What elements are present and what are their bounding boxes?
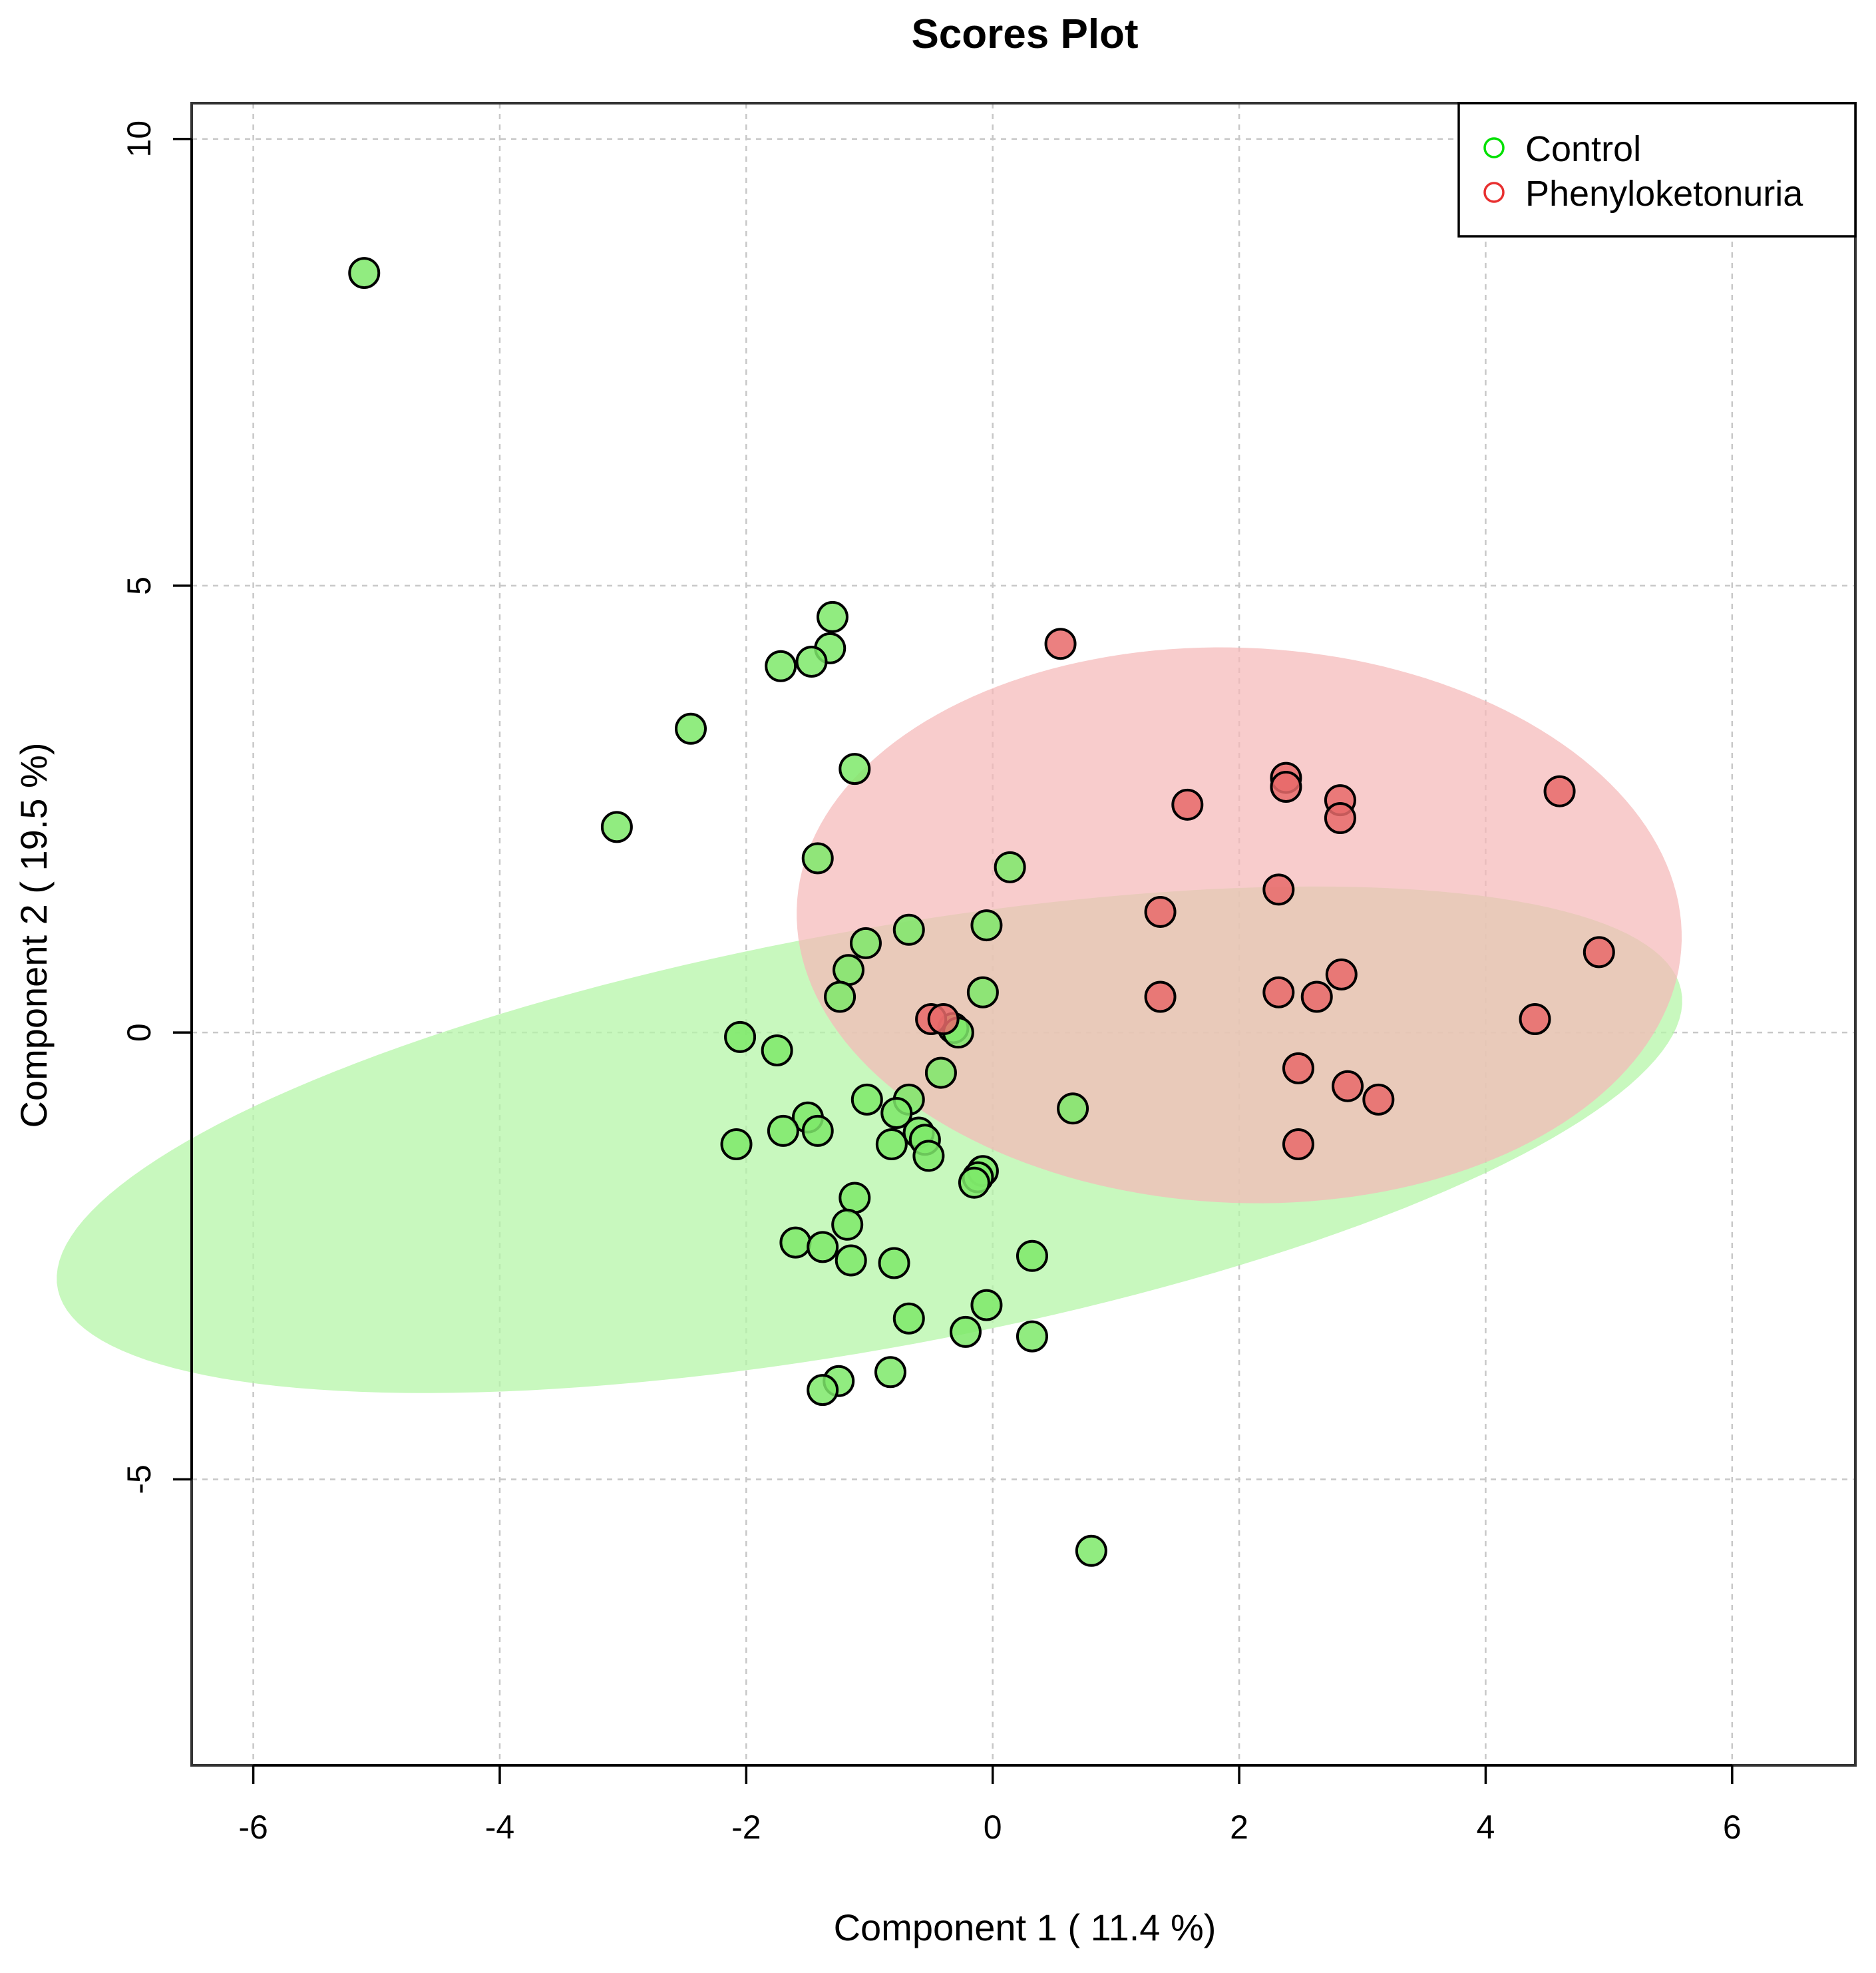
data-point-phenyloketonuria — [1144, 895, 1177, 928]
data-point-control — [892, 1302, 925, 1335]
x-tick-label: 4 — [1477, 1809, 1495, 1846]
ellipse-phenyloketonuria — [797, 647, 1682, 1204]
data-point-control — [724, 1020, 757, 1053]
data-point-phenyloketonuria — [927, 1003, 960, 1036]
data-point-phenyloketonuria — [1362, 1083, 1395, 1116]
y-tick-label: 10 — [120, 120, 158, 158]
data-point-control — [892, 913, 925, 946]
data-point-control — [875, 1128, 908, 1160]
data-point-control — [958, 1166, 990, 1199]
data-point-control — [767, 1114, 799, 1147]
y-tick-label: 5 — [120, 576, 158, 595]
x-tick-label: 2 — [1230, 1809, 1248, 1846]
data-point-control — [816, 600, 848, 633]
data-point-control — [1016, 1320, 1048, 1353]
data-point-phenyloketonuria — [1543, 775, 1576, 807]
data-point-control — [874, 1356, 906, 1389]
data-points — [348, 257, 1615, 1567]
x-tick-label: 6 — [1723, 1809, 1742, 1846]
data-point-phenyloketonuria — [1300, 981, 1333, 1013]
data-point-control — [835, 1244, 867, 1277]
data-point-phenyloketonuria — [1583, 936, 1615, 969]
data-point-control — [966, 976, 999, 1008]
data-point-phenyloketonuria — [1262, 873, 1295, 906]
legend-label-control: Control — [1525, 129, 1641, 169]
data-point-control — [1016, 1239, 1048, 1272]
data-point-phenyloketonuria — [1270, 770, 1302, 803]
data-point-control — [949, 1315, 982, 1348]
data-point-phenyloketonuria — [1325, 958, 1358, 990]
data-point-phenyloketonuria — [1324, 801, 1356, 834]
data-point-control — [348, 257, 381, 290]
data-point-control — [675, 712, 707, 745]
data-point-control — [720, 1128, 753, 1160]
data-point-control — [807, 1231, 839, 1263]
legend-label-phenyloketonuria: Phenyloketonuria — [1525, 174, 1803, 214]
data-point-control — [600, 811, 633, 843]
y-tick-label: 0 — [120, 1023, 158, 1042]
data-point-control — [801, 842, 834, 875]
chart-title: Scores Plot — [911, 11, 1138, 57]
x-tick-label: -6 — [238, 1809, 268, 1846]
data-point-phenyloketonuria — [1332, 1070, 1364, 1102]
data-point-control — [912, 1140, 945, 1172]
data-point-control — [849, 927, 882, 959]
data-point-phenyloketonuria — [1282, 1128, 1314, 1160]
data-point-control — [795, 646, 828, 678]
data-point-control — [839, 1182, 871, 1214]
data-point-control — [878, 1247, 910, 1279]
data-point-control — [833, 954, 865, 986]
data-point-control — [765, 650, 797, 682]
y-tick-label: -5 — [120, 1464, 158, 1494]
data-point-control — [824, 981, 856, 1013]
data-point-control — [801, 1114, 834, 1147]
data-point-phenyloketonuria — [1282, 1052, 1314, 1084]
legend-marker-control — [1483, 137, 1505, 158]
data-point-control — [970, 1289, 1003, 1321]
data-point-phenyloketonuria — [1519, 1003, 1551, 1036]
data-point-control — [1075, 1534, 1107, 1567]
data-point-phenyloketonuria — [1262, 976, 1295, 1008]
data-point-control — [994, 851, 1026, 883]
x-axis-label: Component 1 ( 11.4 %) — [834, 1906, 1217, 1948]
data-point-control — [807, 1374, 839, 1407]
data-point-control — [839, 753, 871, 785]
data-point-control — [880, 1096, 913, 1129]
x-tick-label: -2 — [731, 1809, 761, 1846]
legend-box — [1457, 102, 1857, 238]
data-point-control — [970, 909, 1003, 942]
data-point-control — [831, 1208, 864, 1241]
axis-ticks: -6 -4 -2 0 2 4 6 -5 0 5 10 — [120, 120, 1742, 1846]
data-point-phenyloketonuria — [1171, 788, 1204, 821]
confidence-ellipses — [57, 647, 1682, 1393]
data-point-control — [1057, 1092, 1089, 1125]
data-point-control — [924, 1056, 957, 1089]
x-tick-label: -4 — [485, 1809, 514, 1846]
data-point-control — [779, 1226, 812, 1259]
legend-marker-phenyloketonuria — [1483, 182, 1505, 203]
data-point-phenyloketonuria — [1144, 981, 1177, 1013]
data-point-phenyloketonuria — [1044, 628, 1077, 660]
y-axis-label: Component 2 ( 19.5 %) — [13, 743, 55, 1128]
x-tick-label: 0 — [984, 1809, 1002, 1846]
data-point-control — [850, 1083, 883, 1116]
data-point-control — [761, 1034, 793, 1067]
legend: Control Phenyloketonuria — [1457, 102, 1857, 238]
